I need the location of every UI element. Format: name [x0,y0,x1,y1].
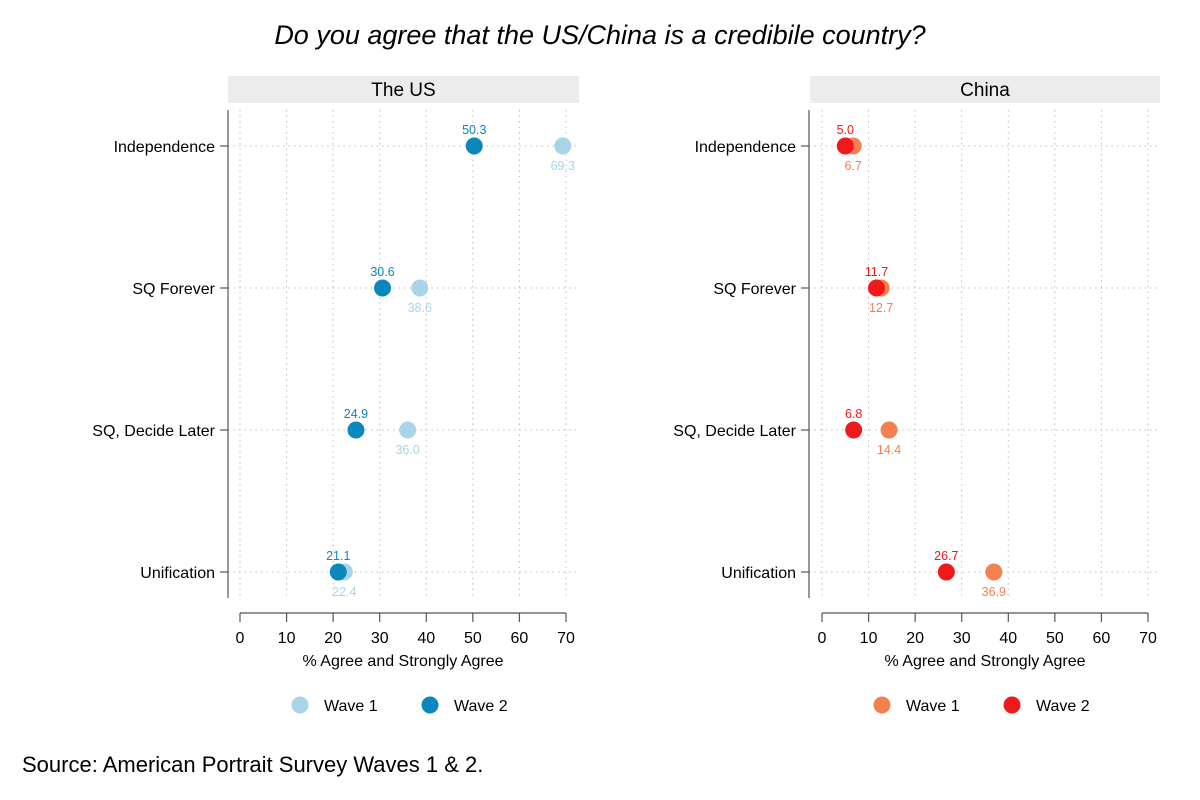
x-tick-label: 0 [236,630,245,647]
data-label: 36.0 [395,443,419,457]
legend: Wave 1 Wave 2 [291,696,508,715]
data-label: 11.7 [865,265,888,279]
series-wave-2: 5.0 11.7 6.8 26.7 [837,123,959,581]
data-point [554,137,572,155]
data-point [411,279,429,297]
x-tick-label: 10 [278,630,296,647]
data-point [347,421,365,439]
chart-title: Do you agree that the US/China is a cred… [274,20,926,50]
data-label: 6.8 [845,407,862,421]
data-label: 12.7 [869,301,893,315]
data-label: 26.7 [934,549,958,563]
x-tick-label: 30 [371,630,389,647]
x-tick-label: 70 [557,630,575,647]
x-tick-label: 10 [860,630,878,647]
x-tick-label: 0 [818,630,827,647]
data-label: 30.6 [370,265,394,279]
data-label: 24.9 [344,407,368,421]
data-label: 6.7 [845,159,862,173]
data-point [985,563,1003,581]
panel-us: The US Independence SQ Forever SQ, Decide L… [92,76,579,715]
legend-marker [421,696,439,714]
legend-label: Wave 1 [324,698,378,715]
legend: Wave 1 Wave 2 [873,696,1090,715]
legend-label: Wave 2 [1036,698,1090,715]
panel-title: China [960,80,1010,101]
panel-header [228,76,579,103]
data-point [845,421,863,439]
y-tick-label: Unification [721,565,796,582]
data-label: 14.4 [877,443,901,457]
x-tick-label: 40 [999,630,1017,647]
data-label: 21.1 [326,549,350,563]
data-point [465,137,483,155]
x-tick-label: 20 [906,630,924,647]
x-tick-label: 50 [464,630,482,647]
legend-marker [873,696,891,714]
data-point [880,421,898,439]
data-point [867,279,885,297]
x-tick-label: 60 [1093,630,1111,647]
source-note: Source: American Portrait Survey Waves 1… [22,752,484,777]
x-tick-label: 40 [417,630,435,647]
data-label: 22.4 [332,585,356,599]
y-tick-label: SQ, Decide Later [92,423,215,440]
series-wave-2: 50.3 30.6 24.9 21.1 [326,123,486,581]
x-tick-label: 70 [1139,630,1157,647]
x-axis-title: % Agree and Strongly Agree [884,653,1085,670]
x-axis-title: % Agree and Strongly Agree [302,653,503,670]
legend-marker [291,696,309,714]
data-point [836,137,854,155]
panel-header [810,76,1160,103]
y-tick-label: Independence [114,139,216,156]
data-point [399,421,417,439]
legend-marker [1003,696,1021,714]
data-point [937,563,955,581]
x-tick-label: 20 [324,630,342,647]
panel-china: China Independence SQ Forever SQ, Decide La… [673,76,1160,715]
data-point [329,563,347,581]
series-wave-1: 69.3 38.6 36.0 22.4 [332,137,575,599]
series-wave-1: 6.7 12.7 14.4 36.9 [845,137,1006,599]
legend-label: Wave 1 [906,698,960,715]
legend-label: Wave 2 [454,698,508,715]
y-tick-label: Unification [140,565,215,582]
data-label: 69.3 [551,159,575,173]
data-label: 36.9 [982,585,1006,599]
y-tick-label: Independence [695,139,797,156]
panel-title: The US [371,80,435,101]
y-tick-label: SQ Forever [713,281,796,298]
data-label: 50.3 [462,123,486,137]
x-tick-label: 30 [953,630,971,647]
data-label: 5.0 [837,123,854,137]
y-tick-label: SQ Forever [132,281,215,298]
data-point [374,279,392,297]
x-tick-label: 60 [511,630,529,647]
x-tick-label: 50 [1046,630,1064,647]
data-label: 38.6 [408,301,432,315]
y-tick-label: SQ, Decide Later [673,423,796,440]
